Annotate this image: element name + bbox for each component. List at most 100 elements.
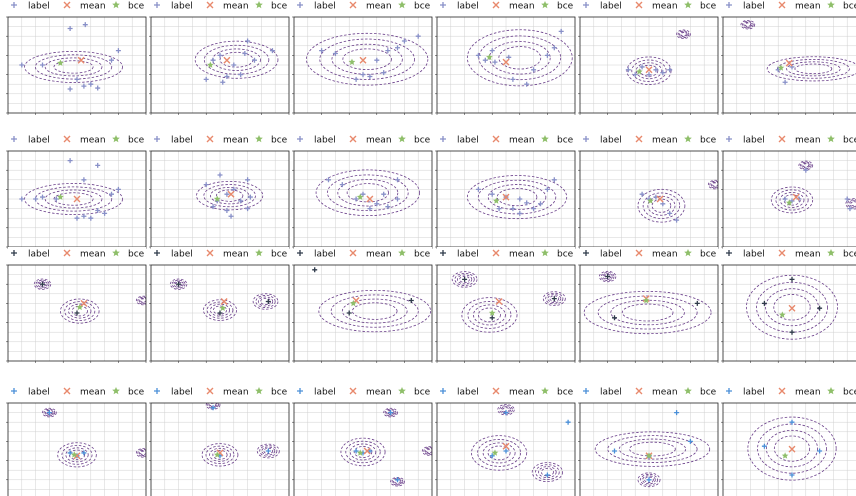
legend-mean-marker (778, 387, 786, 395)
label-point (88, 81, 94, 87)
legend-bce-marker (541, 135, 549, 143)
legend-bce-text: bce (700, 388, 717, 398)
label-point (88, 215, 94, 221)
label-point (53, 196, 59, 202)
label-point (367, 206, 373, 212)
mean-point (220, 297, 228, 305)
mean-point (73, 195, 81, 203)
legend-mean-marker (63, 249, 71, 257)
contour-line (137, 296, 146, 305)
subplot-r4c3: label mean bce (292, 385, 433, 496)
contour-line (315, 169, 420, 217)
legend-bce-text: bce (414, 250, 431, 260)
contour-line (252, 293, 279, 310)
label-point (517, 210, 523, 216)
grid (294, 265, 432, 361)
bce-point (785, 199, 793, 206)
contour-line (24, 183, 123, 215)
label-point (346, 310, 352, 316)
label-point (245, 38, 251, 44)
legend-label-text: label (314, 388, 336, 398)
legend-mean-text: mean (795, 250, 821, 260)
bce-point (486, 53, 493, 61)
label-point (674, 217, 680, 223)
legend-bce-marker (112, 135, 120, 143)
label-point (782, 79, 788, 85)
legend-mean-text: mean (652, 250, 678, 260)
legend-box (8, 133, 146, 146)
contour-line (209, 447, 231, 462)
legend-mean-marker (63, 387, 71, 395)
legend-mean-text: mean (80, 136, 106, 146)
label-point (81, 450, 87, 456)
grid (151, 17, 289, 113)
bce-point (779, 311, 786, 318)
legend-mean-marker (63, 135, 71, 143)
legend-bce-marker (541, 249, 549, 257)
contour-line (383, 407, 398, 418)
legend-mean-marker (349, 249, 357, 257)
label-point (674, 410, 680, 416)
label-point (817, 448, 823, 454)
axes-frame (579, 16, 719, 114)
legend-box (437, 247, 575, 260)
legend-label-marker (726, 2, 732, 8)
subplot-r4c4: label mean bce (435, 385, 576, 496)
contours (740, 19, 856, 82)
legend-label-text: label (600, 388, 622, 398)
legend-mean-text: mean (795, 388, 821, 398)
legend-box (294, 385, 432, 398)
mean-point (785, 59, 793, 67)
contour-line (549, 295, 560, 302)
legend-label-text: label (600, 2, 622, 12)
mean-point (227, 190, 235, 198)
contour-line (319, 38, 415, 80)
bce-point (777, 64, 785, 71)
mean-point (788, 445, 796, 453)
label-point (408, 298, 414, 304)
subplot-r1c6: label mean bce (721, 0, 856, 115)
label-point (687, 438, 693, 444)
grid (294, 403, 432, 496)
bce-point (642, 297, 650, 304)
legend-label-text: label (28, 136, 50, 146)
legend-box (8, 247, 146, 260)
legend-mean-marker (492, 387, 500, 395)
subplot-r2c2: label mean bce (149, 133, 290, 249)
contour-line (169, 278, 188, 290)
legend-bce-marker (684, 249, 692, 257)
legend-mean-marker (778, 135, 786, 143)
contour-line (547, 294, 562, 304)
grid (294, 151, 432, 247)
legend-mean-marker (635, 387, 643, 395)
legend-mean-text: mean (366, 136, 392, 146)
contour-line (194, 40, 279, 79)
contour-line (502, 407, 510, 413)
legend-bce-text: bce (128, 250, 145, 260)
label-point (245, 206, 251, 212)
bce-point (76, 303, 84, 311)
legend-mean-marker (778, 1, 786, 9)
label-point (385, 48, 391, 54)
contour-line (33, 278, 52, 290)
grid (723, 151, 856, 247)
points (319, 33, 421, 82)
contours (746, 274, 838, 340)
legend-label-text: label (28, 250, 50, 260)
contour-line (740, 19, 756, 30)
legend: label mean bce (437, 385, 575, 398)
label-point (489, 453, 495, 459)
label-point (517, 196, 523, 202)
label-point (374, 57, 380, 63)
grid (8, 265, 146, 361)
legend: label mean bce (151, 0, 289, 12)
contour-line (647, 195, 676, 216)
legend-bce-text: bce (414, 388, 431, 398)
legend-bce-text: bce (700, 136, 717, 146)
label-point (782, 196, 788, 202)
contours (194, 40, 279, 79)
contour-line (542, 291, 566, 306)
contour-line (57, 442, 97, 468)
points (612, 410, 693, 483)
legend-bce-marker (827, 1, 835, 9)
